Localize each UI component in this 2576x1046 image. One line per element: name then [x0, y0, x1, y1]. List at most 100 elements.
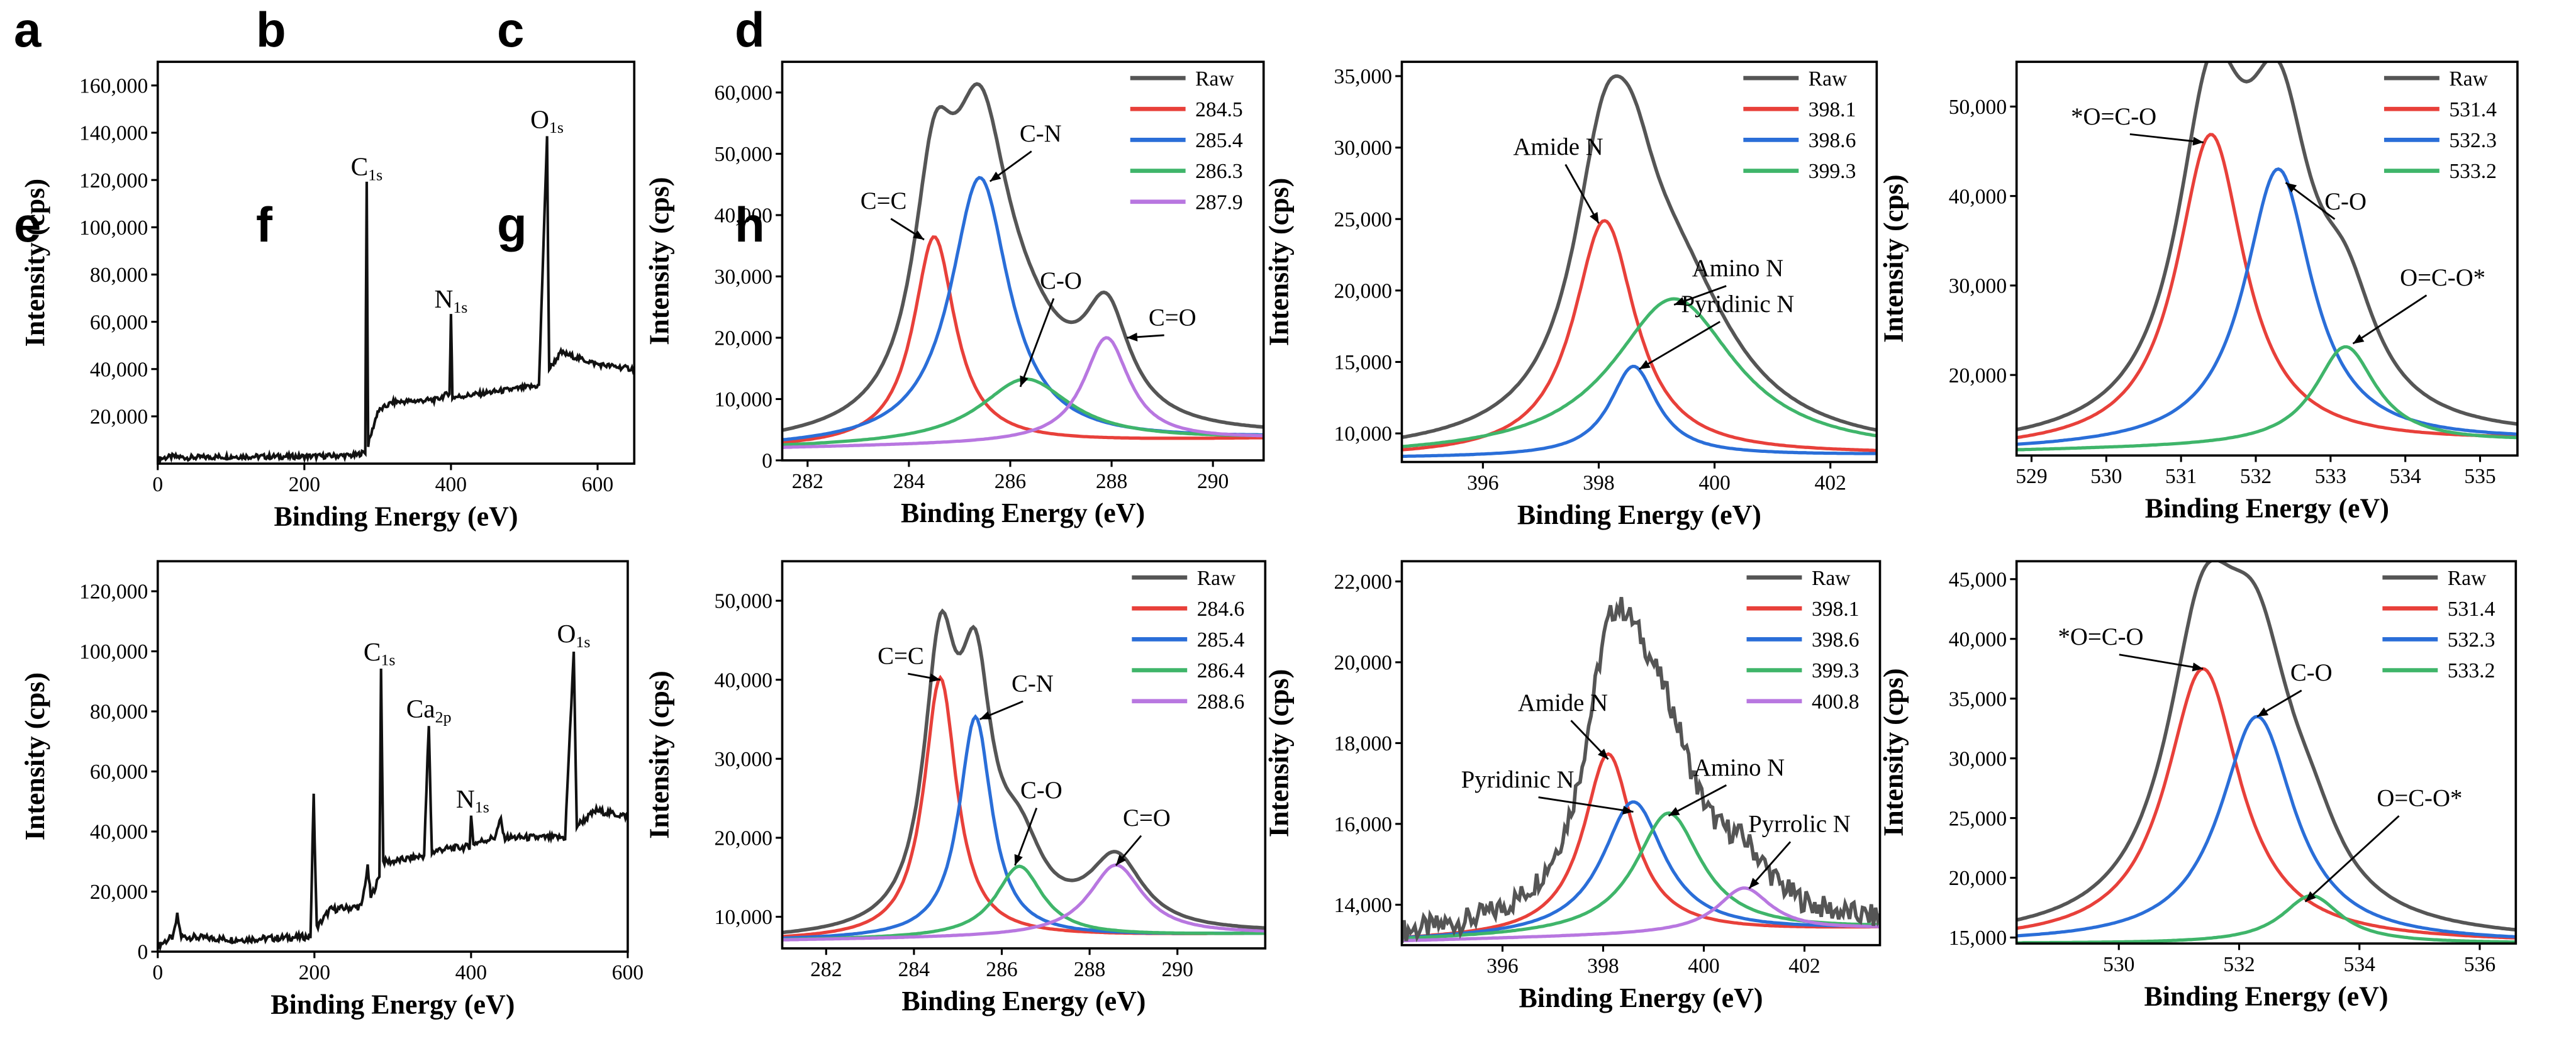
y-tick-label: 20,000 [90, 406, 148, 429]
plot-area [157, 136, 635, 464]
annotation-arrowhead [2305, 891, 2316, 902]
annotation-arrowhead [1639, 360, 1651, 369]
legend-label: 531.4 [2448, 598, 2495, 621]
legend-label: 532.3 [2449, 129, 2497, 152]
annotation-label: Amino N [1693, 754, 1785, 781]
y-tick-label: 30,000 [1949, 275, 2007, 298]
panel-a: 0 200 400 600 20,000 40,000 60,000 80,000 100,00… [20, 60, 636, 531]
y-tick-label: 60,000 [715, 82, 772, 105]
annotation-arrowhead [2257, 707, 2269, 717]
annotation-label: Pyridinic N [1461, 766, 1575, 793]
x-tick-label: 290 [1161, 958, 1193, 981]
x-tick-label: 282 [810, 958, 842, 981]
y-tick-label: 15,000 [1334, 351, 1392, 374]
panel-e: 0 200 400 600 0 20,000 40,000 60,000 80,000 100,0… [20, 560, 644, 1020]
y-tick-label: 10,000 [1334, 423, 1392, 446]
x-axis-title: Binding Energy (eV) [270, 989, 515, 1020]
y-tick-label: 30,000 [715, 748, 772, 771]
x-tick-label: 290 [1197, 470, 1229, 493]
y-tick-label: 40,000 [90, 821, 148, 844]
y-tick-label: 0 [762, 450, 772, 473]
peak-label: O1s [557, 619, 591, 651]
plot-area [1402, 597, 1880, 943]
x-tick-label: 532 [2223, 953, 2255, 976]
y-tick-label: 20,000 [1334, 652, 1392, 675]
x-tick-label: 282 [792, 470, 823, 493]
legend-label: 286.3 [1195, 160, 1243, 183]
y-tick-label: 80,000 [90, 701, 148, 724]
peak-label: O1s [530, 104, 564, 136]
legend: Raw 284.6 285.4 286.4 288.6 [1132, 567, 1245, 713]
x-tick-label: 200 [299, 961, 330, 984]
annotation-arrowhead [2192, 662, 2204, 672]
panel-label-h: h [735, 197, 765, 252]
annotation-arrow [1538, 796, 1634, 813]
x-tick-label: 400 [455, 961, 487, 984]
legend-label: 286.4 [1197, 659, 1245, 682]
axes-frame [2015, 60, 2519, 457]
annotation-arrow [1639, 321, 1720, 370]
legend: Raw 398.1 398.6 399.3 [1743, 67, 1856, 183]
series-398.6 [1402, 364, 1877, 459]
annotation-arrow [1668, 784, 1727, 817]
y-axis-title: Intensity (cps) [20, 672, 50, 840]
annotation-label: C=C [861, 187, 907, 214]
annotation-label: C-N [1012, 670, 1054, 698]
x-axis-title: Binding Energy (eV) [2144, 981, 2388, 1011]
y-tick-label: 35,000 [1334, 65, 1392, 89]
y-tick-label: 20,000 [1949, 867, 2007, 890]
series-532.3 [2016, 715, 2516, 939]
y-tick-label: 100,000 [79, 216, 148, 240]
annotation-arrow [1564, 164, 1600, 224]
legend: Raw 531.4 532.3 533.2 [2382, 567, 2495, 682]
y-tick-label: 60,000 [90, 760, 148, 784]
annotation-arrowhead [2192, 136, 2204, 146]
x-axis-title: Binding Energy (eV) [274, 501, 518, 531]
y-tick-label: 14,000 [1334, 894, 1392, 917]
annotation-arrow [2352, 294, 2428, 345]
legend-label: 533.2 [2449, 160, 2497, 183]
annotation-arrow [2119, 654, 2204, 670]
y-axis-title: Intensity (cps) [1264, 669, 1295, 837]
y-axis-title: Intensity (cps) [644, 670, 675, 838]
legend-label: 284.6 [1197, 598, 1245, 621]
panel-c: 396 398 400 402 10,000 15,000 20,000 25,000 30,0… [1264, 60, 1878, 530]
survey-spectrum [157, 136, 635, 464]
legend-label: 287.9 [1195, 191, 1243, 214]
panel-label-a: a [14, 2, 42, 57]
y-tick-label: 30,000 [715, 265, 772, 289]
legend-label: Raw [2449, 67, 2488, 91]
annotation-label: C=O [1149, 304, 1196, 331]
series-398.6 [1402, 800, 1880, 940]
y-tick-label: 15,000 [1949, 926, 2007, 950]
legend-label: Raw [1812, 567, 1851, 590]
annotation-arrowhead [913, 230, 924, 240]
series-raw [2016, 62, 2517, 431]
x-tick-label: 535 [2464, 465, 2495, 488]
x-tick-label: 402 [1814, 471, 1846, 494]
x-tick-label: 532 [2240, 465, 2272, 488]
panel-label-e: e [14, 197, 42, 252]
legend-label: 285.4 [1195, 129, 1243, 152]
series-531.4 [2016, 667, 2516, 940]
legend-label: 285.4 [1197, 628, 1245, 652]
series-raw [1402, 597, 1880, 943]
x-axis-title: Binding Energy (eV) [2145, 492, 2389, 523]
x-tick-label: 400 [435, 473, 467, 496]
plot-area [2016, 561, 2516, 944]
x-tick-label: 402 [1788, 955, 1820, 978]
peak-label: C1s [364, 637, 396, 669]
plot-area [157, 651, 628, 952]
x-axis-title: Binding Energy (eV) [1519, 982, 1763, 1013]
annotation-arrowhead [929, 673, 940, 682]
y-tick-label: 20,000 [715, 327, 772, 350]
annotation-arrowhead [1115, 854, 1127, 865]
legend-label: 398.6 [1809, 129, 1856, 152]
y-tick-label: 20,000 [1949, 364, 2007, 387]
y-tick-label: 45,000 [1949, 568, 2007, 591]
series-raw [782, 608, 1266, 935]
panel-label-f: f [256, 197, 272, 252]
x-tick-label: 284 [898, 958, 930, 981]
legend-label: 284.5 [1195, 98, 1243, 121]
legend-label: 531.4 [2449, 98, 2497, 121]
